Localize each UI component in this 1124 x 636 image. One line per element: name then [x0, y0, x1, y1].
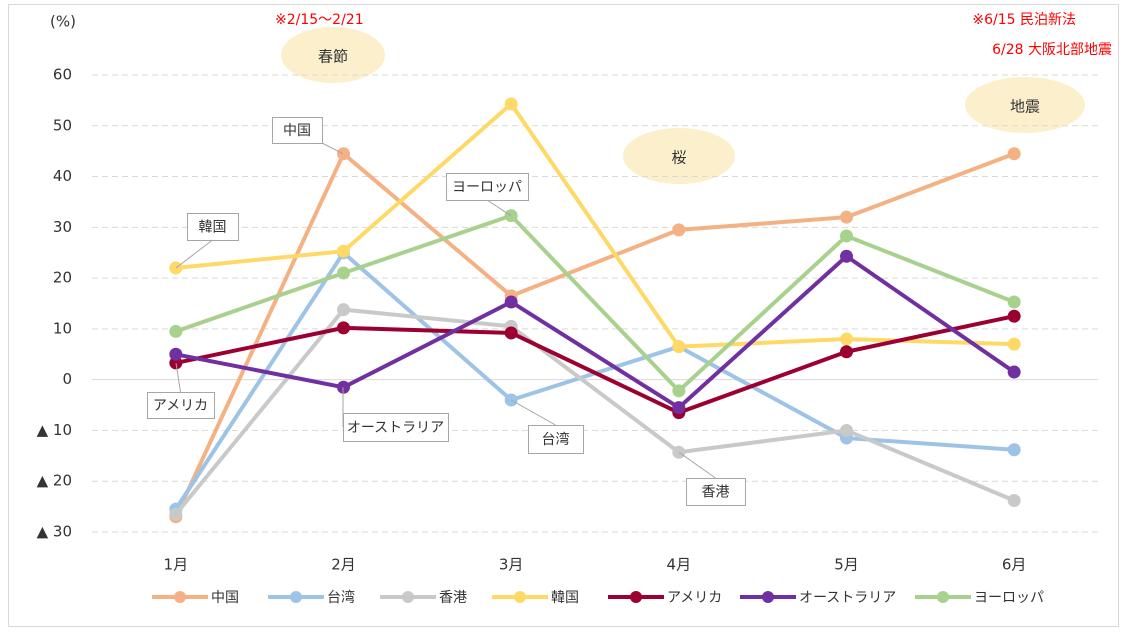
- marker: [672, 384, 686, 398]
- y-tick-label: ▲ 20: [37, 472, 72, 490]
- marker: [840, 423, 853, 437]
- callout-leader: [678, 451, 716, 479]
- legend-marker: [762, 591, 774, 603]
- callout-leader: [486, 199, 512, 217]
- event-bubble: [281, 27, 385, 83]
- y-tick-label: 50: [53, 116, 72, 134]
- marker: [840, 229, 853, 243]
- legend-label: オーストラリア: [799, 590, 896, 606]
- legend-label: 韓国: [551, 590, 579, 606]
- x-tick-label: 2月: [331, 556, 356, 574]
- x-tick-label: 1月: [164, 556, 189, 574]
- callout-leader: [175, 239, 213, 269]
- x-tick-label: 4月: [667, 556, 692, 574]
- marker: [504, 295, 518, 309]
- legend-label: ヨーロッパ: [974, 590, 1044, 606]
- y-tick-label: 0: [62, 370, 72, 388]
- legend-marker: [937, 591, 949, 603]
- marker: [169, 347, 183, 361]
- y-tick-label: ▲ 10: [37, 421, 72, 439]
- marker: [840, 345, 853, 359]
- marker: [504, 209, 518, 223]
- series-line: [175, 254, 1016, 410]
- callout-leader: [510, 399, 556, 426]
- marker: [1007, 147, 1021, 161]
- callout-box: [147, 392, 215, 419]
- marker: [504, 326, 518, 340]
- callout-leader: [321, 142, 344, 155]
- legend-label: 中国: [211, 590, 239, 606]
- legend-label: アメリカ: [667, 590, 722, 606]
- marker: [840, 249, 853, 263]
- callout-label: アメリカ: [153, 398, 208, 414]
- marker: [169, 261, 183, 275]
- marker: [1007, 443, 1021, 457]
- callout-label: 香港: [702, 485, 730, 501]
- marker: [337, 321, 350, 335]
- callout-label: 台湾: [542, 431, 570, 448]
- marker: [1007, 309, 1021, 323]
- callout-box: [528, 425, 584, 454]
- marker: [337, 147, 350, 161]
- legend-label: 香港: [439, 590, 467, 606]
- event-label: 地震: [1010, 98, 1040, 116]
- marker: [337, 244, 350, 258]
- event-bubble: [965, 77, 1085, 133]
- annotation: ※6/15 民泊新法: [972, 12, 1076, 28]
- marker: [1007, 295, 1021, 309]
- y-tick-label: 40: [53, 167, 72, 185]
- marker: [840, 332, 853, 346]
- callout-label: オーストラリア: [347, 420, 444, 436]
- legend-marker: [402, 591, 414, 603]
- marker: [1007, 337, 1021, 351]
- series-line: [175, 314, 1015, 415]
- marker: [840, 210, 853, 224]
- annotation: ※2/15〜2/21: [275, 12, 364, 28]
- marker: [337, 266, 350, 280]
- annotation: 6/28 大阪北部地震: [992, 42, 1112, 58]
- callout-box: [446, 173, 529, 201]
- marker: [337, 303, 350, 317]
- event-label: 桜: [671, 149, 686, 167]
- x-tick-label: 6月: [1002, 556, 1027, 574]
- event-label: 春節: [318, 48, 348, 66]
- marker: [1007, 365, 1021, 379]
- marker: [1007, 494, 1021, 508]
- legend-marker: [514, 591, 526, 603]
- legend-marker: [174, 591, 186, 603]
- y-tick-label: ▲ 30: [37, 523, 72, 541]
- series-line: [175, 101, 1015, 349]
- marker: [672, 445, 686, 459]
- legend-marker: [630, 591, 642, 603]
- y-tick-label: 60: [53, 66, 72, 84]
- callout-label: 中国: [283, 123, 311, 139]
- legend-label: 台湾: [327, 589, 355, 606]
- event-bubble: [623, 128, 735, 184]
- callout-box: [343, 413, 449, 442]
- x-tick-label: 3月: [499, 556, 524, 574]
- y-tick-label: 20: [53, 269, 72, 287]
- marker: [672, 340, 686, 354]
- x-tick-label: 5月: [834, 556, 859, 574]
- y-tick-label: 30: [53, 218, 72, 236]
- marker: [504, 97, 518, 111]
- marker: [169, 507, 183, 521]
- marker: [672, 223, 686, 237]
- callout-box: [686, 478, 746, 506]
- callout-box: [187, 213, 239, 241]
- callout-label: ヨーロッパ: [452, 180, 522, 196]
- marker: [169, 324, 183, 338]
- series-line: [174, 151, 1015, 518]
- callout-label: 韓国: [199, 220, 227, 236]
- chart-border: [8, 4, 1119, 627]
- y-tick-label: 10: [53, 319, 72, 337]
- y-axis-label: (%): [50, 13, 76, 31]
- marker: [672, 401, 686, 415]
- callout-leader: [175, 362, 181, 393]
- legend-marker: [290, 591, 302, 603]
- series-line: [175, 213, 1015, 393]
- callout-box: [272, 117, 323, 144]
- series-line: [174, 307, 1015, 516]
